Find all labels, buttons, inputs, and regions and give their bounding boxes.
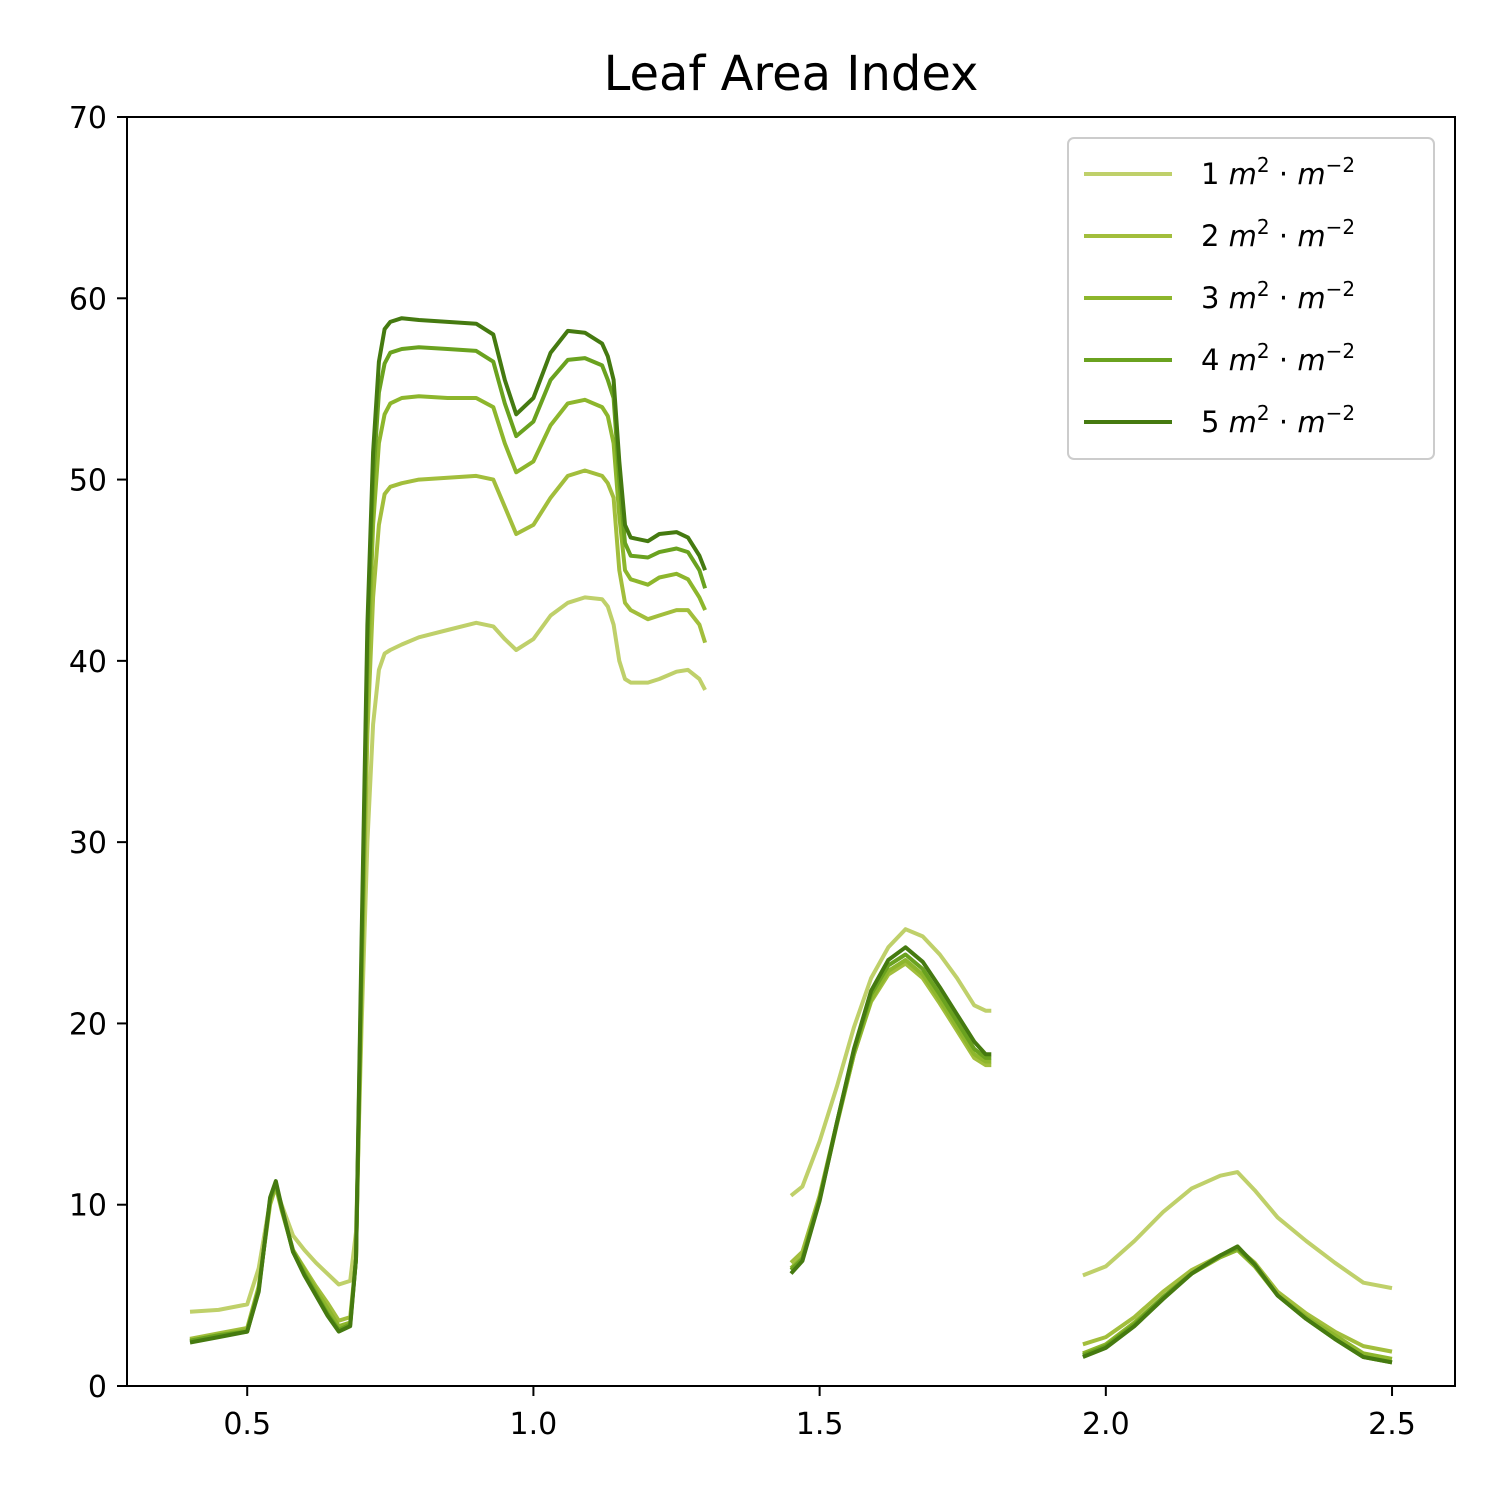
plot-frame xyxy=(126,116,1456,1387)
series-2-segment-3-line xyxy=(1082,1246,1393,1354)
series-5-segment-3-line xyxy=(1082,1244,1393,1365)
series-4-segment-1-line xyxy=(189,345,708,1343)
series-1-segment-3-line xyxy=(1082,1170,1393,1291)
series-3-segment-3-line xyxy=(1082,1248,1393,1361)
y-axis: 0 10 20 30 40 50 60 70 xyxy=(69,101,127,1405)
legend-label-1: 1 m2 · m−2 xyxy=(1201,153,1355,191)
series-3-segment-2-line xyxy=(789,958,992,1270)
y-tick-label: 50 xyxy=(69,464,107,499)
y-tick-label: 10 xyxy=(69,1189,107,1224)
y-tick-label: 20 xyxy=(69,1007,107,1042)
y-tick-label: 40 xyxy=(69,645,107,680)
series-5-segment-2-line xyxy=(789,945,992,1275)
y-tick-label: 0 xyxy=(88,1370,107,1405)
legend-box xyxy=(1067,137,1435,460)
x-tick-label: 2.0 xyxy=(1082,1407,1130,1442)
legend-label-3: 3 m2 · m−2 xyxy=(1201,277,1355,315)
series-5-segment-1-line xyxy=(189,316,707,1345)
legend-label-5: 5 m2 · m−2 xyxy=(1201,401,1355,439)
series-4-segment-2-line xyxy=(789,952,992,1272)
legend-label-4: 4 m2 · m−2 xyxy=(1201,339,1355,377)
series-2-segment-2-line xyxy=(789,961,992,1265)
x-axis: 0.5 1.0 1.5 2.0 2.5 xyxy=(223,1386,1416,1442)
x-tick-label: 0.5 xyxy=(223,1407,271,1442)
legend: 1 m2 · m−2 2 m2 · m−2 3 m2 · m−2 4 m2 · m−2… xyxy=(1067,137,1435,460)
x-tick-label: 1.0 xyxy=(510,1407,558,1442)
y-tick-label: 30 xyxy=(69,826,107,861)
series-1-segment-2-line xyxy=(789,927,992,1198)
y-tick-label: 70 xyxy=(69,101,107,136)
chart-title: Leaf Area Index xyxy=(604,46,979,102)
y-tick-label: 60 xyxy=(69,282,107,317)
x-tick-label: 2.5 xyxy=(1368,1407,1416,1442)
series-3-segment-1-line xyxy=(189,394,707,1343)
series-1-segment-1-line xyxy=(189,595,707,1314)
series-layer xyxy=(189,316,1393,1365)
x-tick-label: 1.5 xyxy=(796,1407,844,1442)
legend-label-2: 2 m2 · m−2 xyxy=(1201,215,1355,253)
